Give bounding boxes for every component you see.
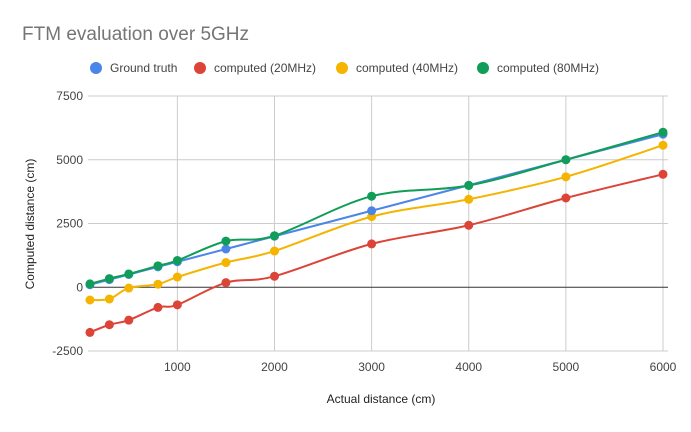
data-point (367, 239, 377, 249)
data-point (221, 258, 231, 268)
y-tick-label: 0 (76, 280, 83, 294)
data-point (269, 246, 279, 256)
x-tick-label: 1000 (164, 360, 191, 374)
data-point (221, 278, 231, 288)
legend-label: computed (40MHz) (356, 61, 458, 75)
data-point (561, 155, 571, 165)
y-tick-label: 7500 (56, 89, 83, 103)
x-axis-ticks: 1000 2000 3000 4000 5000 6000 (164, 360, 677, 374)
data-point (104, 320, 114, 330)
data-point (124, 315, 134, 325)
data-point (124, 269, 134, 279)
data-point (85, 327, 95, 337)
data-point (172, 300, 182, 310)
data-point (367, 206, 377, 216)
data-point (172, 272, 182, 282)
gridlines (88, 95, 668, 352)
data-point (221, 244, 231, 254)
series-points (85, 127, 668, 337)
data-point (658, 169, 668, 179)
data-point (464, 181, 474, 191)
y-axis-label: Computed distance (cm) (23, 159, 37, 290)
data-point (658, 140, 668, 150)
legend-label: Ground truth (110, 61, 177, 75)
data-point (104, 274, 114, 284)
legend-marker (336, 62, 348, 74)
data-point (153, 279, 163, 289)
x-tick-label: 3000 (358, 360, 385, 374)
chart-title: FTM evaluation over 5GHz (22, 24, 249, 45)
legend-label: computed (80MHz) (497, 61, 599, 75)
data-point (85, 295, 95, 305)
y-tick-label: 2500 (56, 217, 83, 231)
data-point (464, 220, 474, 230)
x-tick-label: 2000 (261, 360, 288, 374)
data-point (367, 191, 377, 201)
data-point (464, 194, 474, 204)
legend-label: computed (20MHz) (214, 61, 316, 75)
data-point (85, 279, 95, 289)
legend: Ground truth computed (20MHz) computed (40… (90, 61, 599, 75)
x-tick-label: 5000 (553, 360, 580, 374)
y-tick-label: 5000 (56, 153, 83, 167)
x-axis-label: Actual distance (cm) (327, 392, 436, 406)
data-point (561, 193, 571, 203)
legend-marker (90, 62, 102, 74)
x-tick-label: 4000 (455, 360, 482, 374)
legend-marker (194, 62, 206, 74)
data-point (124, 283, 134, 293)
x-tick-label: 6000 (650, 360, 677, 374)
data-point (561, 172, 571, 182)
data-point (104, 294, 114, 304)
data-point (153, 261, 163, 271)
data-point (153, 302, 163, 312)
legend-marker (477, 62, 489, 74)
data-point (172, 255, 182, 265)
y-tick-label: -2500 (52, 344, 83, 358)
data-point (269, 271, 279, 281)
data-point (269, 231, 279, 241)
data-point (221, 236, 231, 246)
y-axis-ticks: -2500 0 2500 5000 7500 (52, 89, 83, 358)
data-point (658, 127, 668, 137)
